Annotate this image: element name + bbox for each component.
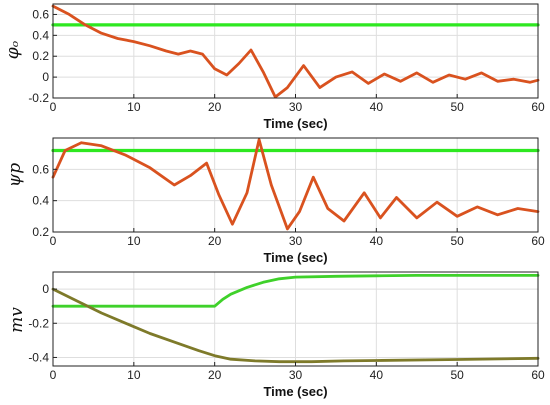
x-tick-label: 20 xyxy=(208,234,222,248)
subplot-3: 0 10 20 30 40 50 60 -0.4 -0.2 0 Time (sec) mv xyxy=(7,271,545,399)
series-line-response xyxy=(51,138,540,231)
y-tick-label: 0.4 xyxy=(32,28,49,42)
x-tick-label: 60 xyxy=(531,100,545,114)
x-tick-label: 60 xyxy=(531,234,545,248)
x-tick-label: 20 xyxy=(208,100,222,114)
y-tick-label: 0.2 xyxy=(32,49,49,63)
x-tick-label: 30 xyxy=(289,368,303,382)
x-tick-label: 20 xyxy=(208,368,222,382)
y-tick-label: 0 xyxy=(42,70,49,84)
x-tick-label: 40 xyxy=(370,100,384,114)
x-tick-label: 10 xyxy=(127,100,141,114)
subplot-2: 0 10 20 30 40 50 60 0.2 0.4 0.6 Time (sec) ψp xyxy=(5,137,545,265)
x-axis-label: Time (sec) xyxy=(263,250,327,265)
x-axis-label: Time (sec) xyxy=(263,384,327,399)
y-tick-label: 0 xyxy=(42,282,49,296)
x-tick-label: 10 xyxy=(127,234,141,248)
y-tick-label: 0.6 xyxy=(32,7,49,21)
x-tick-label: 50 xyxy=(450,368,464,382)
series-line-upper xyxy=(51,273,540,308)
x-tick-label: 10 xyxy=(127,368,141,382)
y-tick-label: -0.4 xyxy=(28,350,49,364)
y-axis-label: mv xyxy=(7,307,27,333)
x-tick-label: 0 xyxy=(50,368,57,382)
y-tick-label: 0.6 xyxy=(32,162,49,176)
y-axis-label: ψp xyxy=(5,163,25,187)
x-tick-label: 0 xyxy=(50,100,57,114)
x-tick-label: 30 xyxy=(289,234,303,248)
x-tick-label: 60 xyxy=(531,368,545,382)
x-tick-label: 30 xyxy=(289,100,303,114)
y-axis-label: φₒ xyxy=(3,40,23,59)
series-line-lower xyxy=(51,287,540,364)
y-tick-label: -0.2 xyxy=(28,316,49,330)
x-tick-label: 40 xyxy=(370,368,384,382)
series-line-response xyxy=(51,4,540,99)
y-tick-label: 0.4 xyxy=(32,194,49,208)
x-tick-label: 40 xyxy=(370,234,384,248)
x-axis-label: Time (sec) xyxy=(263,116,327,131)
y-tick-label: -0.2 xyxy=(28,91,49,105)
x-tick-label: 50 xyxy=(450,100,464,114)
x-tick-label: 0 xyxy=(50,234,57,248)
x-tick-label: 50 xyxy=(450,234,464,248)
y-tick-label: 0.2 xyxy=(32,225,49,239)
